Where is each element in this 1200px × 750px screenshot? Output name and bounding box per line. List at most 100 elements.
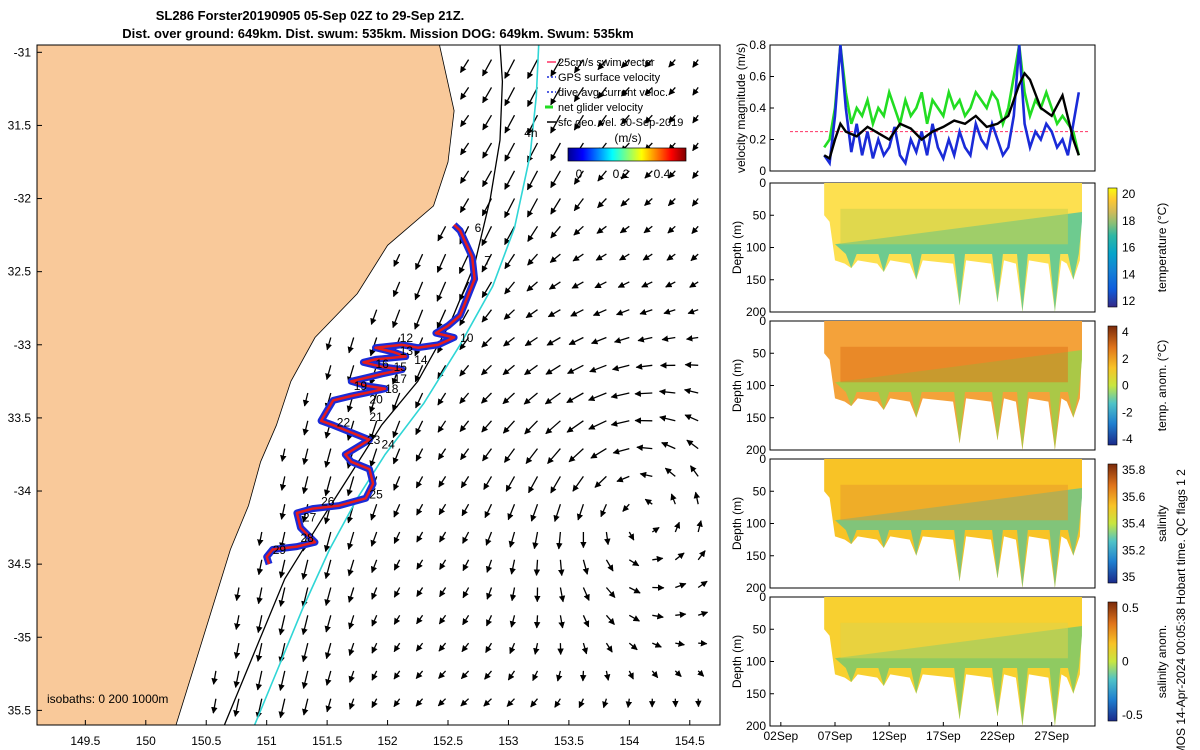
velocity-vector [502, 420, 515, 434]
velocity-vector [652, 612, 664, 620]
velocity-vector [414, 281, 424, 301]
velocity-vector [436, 253, 447, 273]
velocity-vector [661, 441, 676, 450]
velocity-vector [530, 503, 539, 522]
map-frame [36, 44, 721, 726]
velocity-vector [567, 364, 584, 374]
velocity-vector [504, 198, 516, 219]
velocity-vector [696, 520, 703, 533]
section-mid-band [840, 622, 1068, 659]
velocity-vector [347, 559, 355, 577]
velocity-vector [278, 559, 286, 579]
colorbar-label: salinity anom. [1155, 625, 1169, 698]
colorbar-tick-label: 14 [1122, 267, 1136, 281]
colorbar-tick-label: 35.4 [1122, 517, 1146, 531]
date-tick-label: 27Sep [1034, 729, 1069, 743]
velocity-vector [675, 640, 685, 647]
velocity-vector [691, 198, 699, 207]
velocity-vector [482, 59, 493, 77]
velocity-vector [415, 420, 424, 436]
velocity-ytick-label: 0.2 [749, 133, 766, 147]
velocity-vector [692, 114, 699, 124]
velocity-vector [602, 698, 609, 709]
speed-colorbar: (m/s) 0 0.2 0.4 [567, 131, 687, 181]
velocity-vector [459, 392, 470, 404]
velocity-vector [547, 448, 561, 464]
speed-tick-1: 0.2 [613, 167, 630, 181]
velocity-vector [573, 59, 584, 74]
velocity-vector [668, 59, 676, 68]
day-label: 29 [273, 543, 287, 557]
day-label: 17 [394, 372, 408, 386]
velocity-vector [371, 642, 378, 654]
section-mid-band [840, 346, 1068, 383]
velocity-vector [581, 642, 588, 655]
section-ytick-label: 100 [746, 379, 766, 393]
velocity-vector [692, 87, 699, 96]
velocity-vector [674, 521, 681, 533]
legend-label-swim: 25cm/s swim vector [558, 57, 655, 69]
velocity-vector [485, 642, 493, 654]
velocity-vector [437, 225, 447, 242]
salinity-section: 0 50 100 150 200 Depth (m) 35.8 35.6 35.4 35.2 35 s… [730, 452, 1169, 595]
velocity-vector [697, 550, 706, 561]
colorbar-tick-label: 35.2 [1122, 543, 1146, 557]
colorbar-tick-label: -0.5 [1122, 708, 1143, 722]
velocity-vector [256, 587, 263, 605]
velocity-vector [481, 253, 493, 273]
velocity-vector [301, 670, 309, 690]
velocity-vector [582, 587, 590, 601]
legend-label-sfc: sfc geo. vel. 30-Sep-2019 [558, 117, 683, 129]
velocity-vector [582, 559, 589, 575]
velocity-ytick-label: 0 [759, 164, 766, 178]
velocity-vector [504, 225, 516, 246]
velocity-vector [506, 698, 515, 707]
day-label: 24 [382, 438, 396, 452]
velocity-vector [687, 308, 699, 315]
velocity-vector [415, 253, 424, 270]
title-line-2: Dist. over ground: 649km. Dist. swum: 53… [122, 26, 634, 41]
colorbar-tick-label: 4 [1122, 325, 1129, 339]
velocity-vector [639, 471, 653, 479]
velocity-vector [502, 392, 515, 405]
velocity-vector [590, 336, 607, 345]
velocity-vector [530, 698, 539, 708]
velocity-vector [393, 476, 401, 491]
map-xtick-label: 152.5 [433, 734, 463, 748]
velocity-vector [482, 448, 493, 462]
section-colorbar [1107, 601, 1118, 722]
velocity-vector [573, 170, 584, 185]
map-xtick-label: 153.5 [554, 734, 584, 748]
velocity-vector [438, 670, 447, 679]
velocity-ticks: 0 0.2 0.4 0.6 0.8 [749, 38, 774, 178]
velocity-vector [668, 86, 676, 96]
section-ytick-label: 150 [746, 549, 766, 563]
velocity-vector [509, 587, 517, 602]
colorbar-tick-label: 35 [1122, 570, 1136, 584]
section-ytick-label: 100 [746, 655, 766, 669]
velocity-vector [697, 580, 708, 589]
velocity-vector [324, 615, 332, 633]
velocity-vector [370, 559, 378, 574]
velocity-vector [597, 87, 607, 99]
day-label: 20 [369, 392, 383, 406]
velocity-vector [504, 87, 516, 107]
velocity-vector [414, 365, 424, 383]
velocity-vector [691, 225, 699, 234]
day-label: 4h [524, 126, 537, 140]
velocity-vector [533, 615, 541, 629]
velocity-vector [459, 309, 470, 326]
velocity-vector [482, 87, 493, 104]
velocity-vector [610, 392, 630, 399]
velocity-vector [628, 614, 640, 622]
velocity-vector [644, 59, 653, 68]
velocity-vector [393, 253, 401, 267]
velocity-vector [628, 559, 640, 567]
velocity-vector [683, 387, 699, 395]
day-label: 7 [484, 253, 491, 267]
velocity-vector [668, 170, 676, 179]
velocity-vector [644, 498, 653, 506]
velocity-vector [568, 448, 584, 463]
title-line-1: SL286 Forster20190905 05-Sep 02Z to 29-S… [156, 8, 465, 23]
